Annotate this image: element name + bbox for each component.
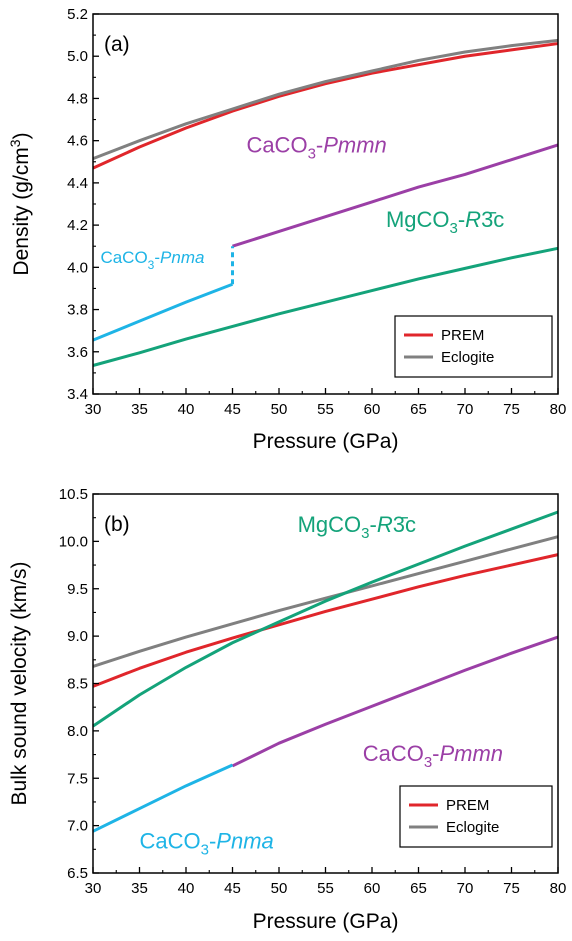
panel-label: (b) [104,513,130,536]
series-annotation-mgco3: MgCO3-R3̄c [298,512,416,542]
x-tick-label: 45 [224,401,241,418]
x-tick-label: 55 [317,401,334,418]
legend-box [399,785,553,848]
x-tick-label: 70 [457,401,474,418]
x-tick-label: 30 [85,880,102,897]
y-axis-label: Density (g/cm3) [7,132,33,275]
legend: PREM Eclogite [394,315,553,378]
y-tick-label: 5.0 [67,48,88,65]
legend: PREM Eclogite [399,785,553,848]
x-tick-label: 55 [317,880,334,897]
x-tick-label: 80 [550,880,567,897]
panel-label: (a) [104,33,130,56]
series-annotation-caco3-pmmn: CaCO3-Pmmn [363,741,503,771]
x-tick-label: 50 [271,401,288,418]
x-tick-label: 75 [503,401,520,418]
legend-label: Eclogite [441,349,494,366]
x-tick-label: 60 [364,401,381,418]
series-line-eclogite [92,535,559,668]
y-tick-label: 7.0 [67,818,88,835]
series-line-prem [92,42,559,170]
legend-label: PREM [441,327,484,344]
x-tick-label: 75 [503,880,520,897]
y-tick-label: 3.6 [67,344,88,361]
legend-label: Eclogite [446,819,499,836]
chart-panel-1: 30 35 40 45 50 55 60 65 70 75 80 6.5 7.0 7.5 8.0 8.5 9.0… [8,486,566,933]
y-tick-label: 9.5 [67,581,88,598]
y-tick-label: 3.8 [67,302,88,319]
x-tick-label: 50 [271,880,288,897]
series-line-caco3-pnma [92,282,234,342]
series-line-mgco3 [92,246,559,367]
legend-label: PREM [446,797,489,814]
series-line-eclogite [92,38,559,161]
x-tick-label: 40 [178,880,195,897]
y-tick-label: 9.0 [67,628,88,645]
y-axis-label: Bulk sound velocity (km/s) [8,562,31,806]
y-tick-label: 4.6 [67,133,88,150]
y-tick-label: 8.0 [67,723,88,740]
series-annotation-caco3-pnma: CaCO3-Pnma [100,248,204,272]
x-tick-label: 30 [85,401,102,418]
x-tick-label: 80 [550,401,567,418]
y-tick-label: 10.0 [59,533,88,550]
x-tick-label: 65 [410,880,427,897]
y-tick-label: 4.8 [67,90,88,107]
legend-box [394,315,553,378]
y-tick-label: 7.5 [67,770,88,787]
x-tick-label: 60 [364,880,381,897]
y-tick-label: 5.2 [67,6,88,23]
y-tick-label: 6.5 [67,865,88,882]
y-tick-label: 8.5 [67,676,88,693]
series-line-caco3-pmmn [232,143,559,248]
series-line-caco3-pmmn [231,635,559,768]
y-tick-label: 4.0 [67,259,88,276]
series-annotation-mgco3: MgCO3-R3̄c [386,207,504,237]
x-tick-label: 35 [131,880,148,897]
x-tick-label: 35 [131,401,148,418]
x-axis-label: Pressure (GPa) [253,430,399,453]
y-tick-label: 4.4 [67,175,88,192]
x-axis-label: Pressure (GPa) [253,910,399,933]
series-annotation-caco3-pmmn: CaCO3-Pmmn [246,132,386,162]
y-tick-label: 10.5 [59,486,88,503]
series-line-prem [92,553,559,688]
x-tick-label: 45 [224,880,241,897]
chart-panel-0: 30 35 40 45 50 55 60 65 70 75 80 3.4 3.6 3.8 4.0 4.2 4.4… [7,6,566,453]
series-annotation-caco3-pnma: CaCO3-Pnma [140,828,274,858]
x-tick-label: 40 [178,401,195,418]
series-line-mgco3 [92,510,559,728]
x-tick-label: 70 [457,880,474,897]
y-tick-label: 3.4 [67,386,88,403]
series-line-caco3-pnma [92,763,234,833]
y-tick-label: 4.2 [67,217,88,234]
x-tick-label: 65 [410,401,427,418]
